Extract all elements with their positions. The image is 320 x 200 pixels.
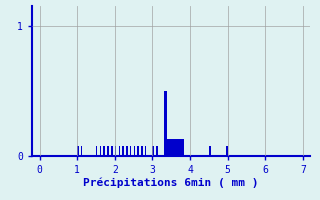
Bar: [152, 146, 154, 156]
Bar: [81, 146, 83, 156]
Bar: [156, 146, 158, 156]
Bar: [164, 91, 167, 156]
Bar: [115, 146, 116, 156]
X-axis label: Précipitations 6min ( mm ): Précipitations 6min ( mm ): [84, 178, 259, 188]
Bar: [107, 146, 109, 156]
Bar: [133, 146, 135, 156]
Bar: [77, 146, 79, 156]
Bar: [137, 146, 139, 156]
Bar: [167, 139, 184, 156]
Bar: [122, 146, 124, 156]
Bar: [111, 146, 113, 156]
Bar: [145, 146, 146, 156]
Bar: [126, 146, 128, 156]
Bar: [130, 146, 131, 156]
Bar: [96, 146, 98, 156]
Bar: [209, 146, 211, 156]
Bar: [118, 146, 120, 156]
Bar: [103, 146, 105, 156]
Bar: [226, 146, 228, 156]
Bar: [141, 146, 143, 156]
Bar: [100, 146, 101, 156]
